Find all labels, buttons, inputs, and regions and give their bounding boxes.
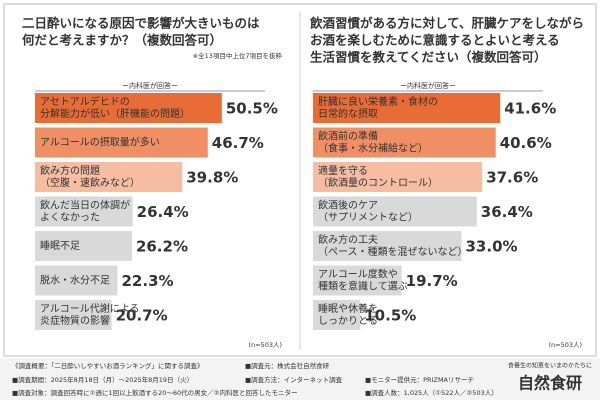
subtitle: ー内科医が回答ー (122, 81, 178, 90)
value-label: 37.6% (486, 169, 538, 187)
category-label: 脱水・水分不足 (40, 274, 110, 287)
value-label: 22.3% (122, 272, 174, 290)
bar (313, 93, 501, 123)
category-label: よくなかった (40, 212, 100, 224)
bar (35, 265, 118, 296)
bar (35, 162, 183, 192)
category-label: 分解能力が低い（肝機能の問題） (40, 107, 190, 120)
value-label: 41.6% (504, 100, 556, 118)
category-label: アセトアルデヒドの (40, 95, 130, 108)
category-label: 睡眠や休養を (318, 302, 378, 315)
category-label: アルコール度数や (318, 268, 398, 281)
value-label: 19.7% (406, 272, 458, 290)
category-label: 飲み方の工夫 (318, 233, 378, 246)
value-label: 39.8% (186, 169, 238, 187)
note: ※全13項目中上位7項目を抜粋 (193, 51, 283, 60)
value-label: 33.0% (466, 238, 518, 256)
footer-text: ■調査人数：1,025人（①522人／②503人） (365, 388, 498, 397)
footer-bg (0, 358, 600, 400)
chart-title: お酒を楽しむために意識するとよいと考える (310, 33, 560, 48)
bar (313, 265, 402, 296)
footer-text: ■調査元：株式会社自然食研 (245, 361, 330, 370)
value-label: 26.2% (136, 238, 188, 256)
value-label: 46.7% (212, 134, 264, 152)
value-label: 50.5% (226, 100, 278, 118)
category-label: （ペース・種類を混ぜないなど） (318, 245, 468, 258)
bar (35, 127, 208, 158)
footer-text: ■調査対象：調査回答時に①週に1回以上飲酒する20～60代の男女／②内科医と回答… (12, 388, 297, 397)
category-label: 睡眠不足 (40, 239, 80, 252)
category-label: 飲み方の問題 (40, 164, 100, 177)
bar (313, 162, 483, 192)
bar (313, 231, 462, 261)
category-label: 日常的な摂取 (318, 107, 378, 120)
category-label: （サプリメントなど） (318, 212, 418, 224)
chart-title: 飲酒習慣がある方に対して、肝臓ケアをしながら (309, 16, 584, 31)
bar (313, 300, 361, 330)
sample-size: (n=503人) (248, 341, 282, 349)
category-label: 肝臓に良い栄養素・食材の (318, 95, 438, 108)
category-label: 飲酒後のケア (318, 199, 378, 212)
footer-text: 《調査概要：「二日酔いしやすいお酒ランキング」に関する調査》 (12, 361, 204, 370)
tagline: 食養生の知恵をいまのかたちに (508, 362, 592, 370)
value-label: 10.5% (364, 307, 416, 325)
category-label: アルコール代謝による (40, 302, 139, 315)
category-label: （飲酒量のコントロール） (318, 176, 438, 189)
footer-text: ■モニター提供元：PRIZMAリサーチ (365, 375, 474, 384)
category-label: 飲んだ当日の体調が (40, 199, 130, 212)
subtitle: ー内科医が回答ー (400, 81, 456, 90)
bar (35, 231, 132, 261)
chart-title: 生活習慣を教えてください（複数回答可） (310, 50, 547, 65)
category-label: 適量を守る (318, 164, 368, 177)
category-label: （空腹・速飲みなど） (40, 176, 140, 189)
sample-size: (n=503人) (548, 341, 582, 349)
category-label: （食事・水分補給など） (318, 142, 428, 155)
chart-title: 二日酔いになる原因で影響が大きいものは (22, 16, 260, 31)
footer-text: ■調査方法：インターネット調査 (245, 375, 343, 384)
bar (313, 127, 496, 158)
category-label: アルコールの摂取量が多い (40, 136, 160, 149)
value-label: 40.6% (500, 134, 552, 152)
bar (313, 196, 477, 227)
category-label: しっかりとる (318, 315, 378, 327)
category-label: 種類を意識して選ぶ (318, 280, 408, 293)
value-label: 26.4% (137, 203, 189, 221)
value-label: 20.7% (116, 307, 168, 325)
category-label: 飲酒前の準備 (318, 130, 378, 143)
bar (35, 196, 133, 227)
bar (35, 300, 112, 330)
footer-text: ■調査期間：2025年8月18日（月）～2025年8月19日（火） (12, 375, 193, 384)
value-label: 36.4% (481, 203, 533, 221)
chart-title: 何だと考えますか？（複数回答可） (22, 33, 222, 48)
bar (35, 93, 222, 123)
logo: 自然食研 (518, 374, 582, 393)
category-label: 炎症物質の影響 (40, 314, 110, 327)
